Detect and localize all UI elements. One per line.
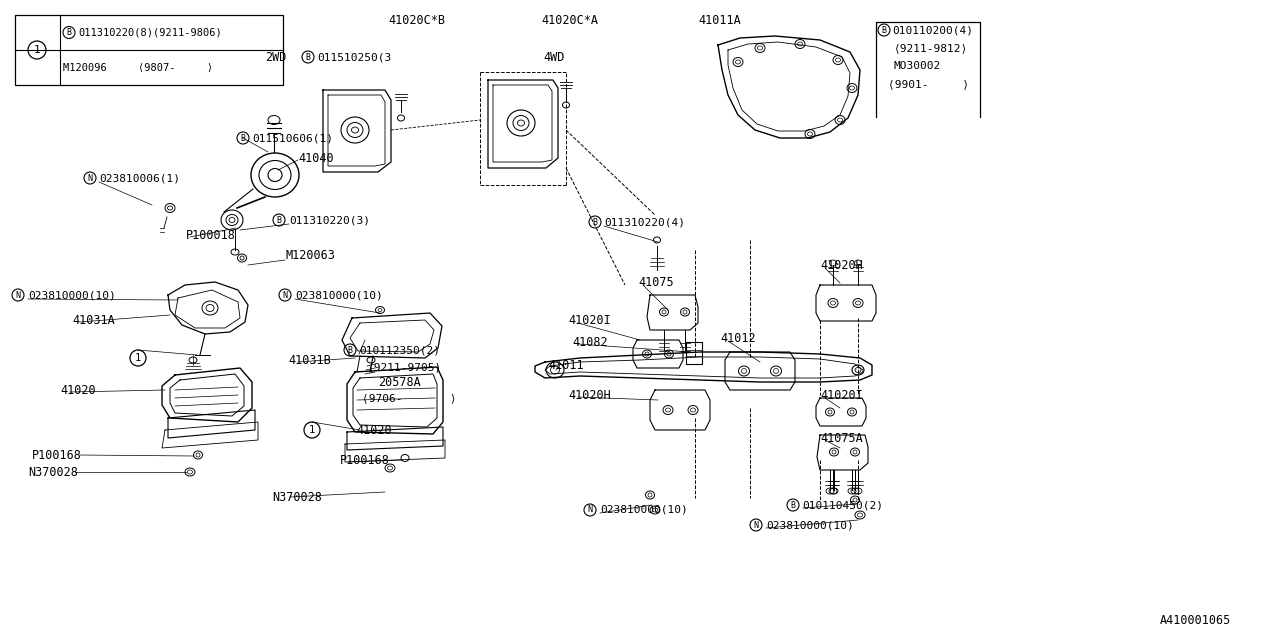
Bar: [686, 342, 701, 364]
Text: P100168: P100168: [32, 449, 82, 461]
Text: 2WD: 2WD: [265, 51, 287, 63]
Text: 41082: 41082: [572, 335, 608, 349]
Text: 023810000(10): 023810000(10): [600, 505, 687, 515]
Text: B: B: [67, 28, 72, 37]
Text: 41031A: 41031A: [72, 314, 115, 326]
Text: B: B: [276, 216, 282, 225]
Text: B: B: [306, 52, 311, 61]
Text: MO30002: MO30002: [893, 61, 941, 71]
Text: 41020H: 41020H: [820, 259, 863, 271]
Text: 41075A: 41075A: [820, 431, 863, 445]
Text: ⟨9211-9705⟩: ⟨9211-9705⟩: [369, 362, 443, 372]
Text: N: N: [15, 291, 20, 300]
Text: 41020: 41020: [356, 424, 392, 436]
Text: ⟨9706-       ⟩: ⟨9706- ⟩: [362, 393, 457, 403]
Text: N: N: [87, 173, 92, 182]
Text: 41011: 41011: [548, 358, 584, 371]
Text: A410001065: A410001065: [1160, 614, 1231, 627]
Text: B: B: [593, 218, 598, 227]
Text: 011510606(1): 011510606(1): [252, 133, 333, 143]
Text: 41040: 41040: [298, 152, 334, 164]
Text: 4WD: 4WD: [543, 51, 564, 63]
Text: 41031B: 41031B: [288, 353, 330, 367]
Text: 20578A: 20578A: [378, 376, 421, 388]
Text: 023810000(10): 023810000(10): [765, 520, 854, 530]
Text: B: B: [347, 346, 352, 355]
Text: N370028: N370028: [28, 465, 78, 479]
Text: 010110450(2): 010110450(2): [803, 500, 883, 510]
Text: 010110200(4): 010110200(4): [892, 25, 973, 35]
Text: P100018: P100018: [186, 228, 236, 241]
Text: 011310220(8)(9211-9806): 011310220(8)(9211-9806): [78, 28, 221, 38]
Text: 011510250(3: 011510250(3: [317, 52, 392, 62]
Text: 011310220(3): 011310220(3): [289, 215, 370, 225]
Text: 011310220(4): 011310220(4): [604, 217, 685, 227]
Text: N: N: [588, 506, 593, 515]
Text: ⟨9211-9812⟩: ⟨9211-9812⟩: [893, 43, 968, 53]
Text: 41020I: 41020I: [568, 314, 611, 326]
Text: N: N: [754, 520, 759, 529]
Text: 41012: 41012: [719, 332, 755, 344]
Text: B: B: [241, 134, 246, 143]
Text: M120063: M120063: [285, 248, 335, 262]
Text: 41075: 41075: [637, 275, 673, 289]
Text: N: N: [283, 291, 288, 300]
Text: 023810006(1): 023810006(1): [99, 173, 180, 183]
Text: B: B: [791, 500, 795, 509]
Text: 41020: 41020: [60, 383, 96, 397]
Text: 1: 1: [33, 45, 41, 55]
Text: N370028: N370028: [273, 490, 321, 504]
Text: 41020H: 41020H: [568, 388, 611, 401]
Text: 1: 1: [308, 425, 315, 435]
Text: B: B: [882, 26, 887, 35]
Text: 41020I: 41020I: [820, 388, 863, 401]
Text: ⟨9901-     ⟩: ⟨9901- ⟩: [888, 79, 969, 89]
Text: 1: 1: [134, 353, 141, 363]
Text: 023810000(10): 023810000(10): [28, 290, 115, 300]
Text: 023810000(10): 023810000(10): [294, 290, 383, 300]
Text: 010112350(2): 010112350(2): [358, 345, 440, 355]
Text: 41020C*A: 41020C*A: [541, 13, 598, 26]
Text: 41020C*B: 41020C*B: [388, 13, 445, 26]
Text: 41011A: 41011A: [698, 13, 741, 26]
Text: P100168: P100168: [340, 454, 390, 467]
Bar: [15, 15, 283, 85]
Text: M120096     ⟨9807-     ⟩: M120096 ⟨9807- ⟩: [63, 63, 212, 72]
